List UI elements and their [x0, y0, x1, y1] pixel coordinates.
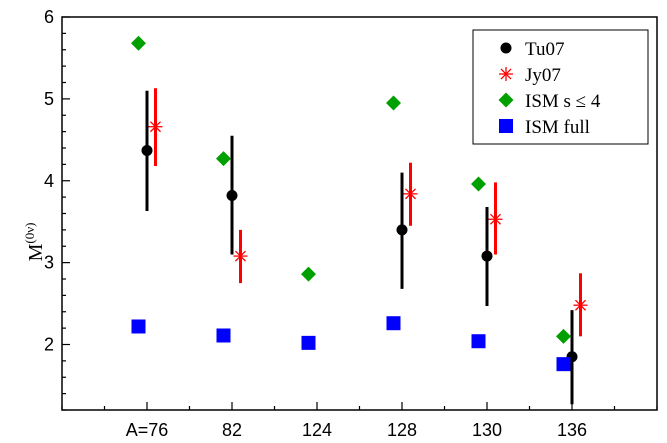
series-ism-full — [131, 316, 571, 372]
legend-item-ism-s-4: ISM s ≤ 4 — [498, 91, 601, 112]
data-point — [141, 144, 153, 156]
legend-item-ism-full: ISM full — [499, 117, 590, 138]
data-point — [233, 249, 248, 264]
data-point — [216, 151, 231, 167]
y-axis-label: M(0ν) — [22, 223, 47, 262]
data-point — [386, 95, 401, 111]
legend: Tu07 Jy07 ISM s ≤ 4 ISM full — [472, 29, 649, 145]
x-tick-label: 136 — [557, 420, 587, 440]
y-tick-label: 2 — [44, 335, 54, 355]
y-tick-label: 5 — [44, 89, 54, 109]
data-point — [386, 316, 401, 331]
legend-label: ISM s ≤ 4 — [525, 91, 601, 112]
y-tick-label: 4 — [44, 171, 54, 191]
data-point — [148, 119, 163, 134]
data-point — [471, 334, 486, 349]
x-tick-label: 82 — [222, 420, 242, 440]
data-point — [499, 119, 513, 133]
legend-label: ISM full — [525, 117, 590, 138]
x-tick-label: 128 — [387, 420, 417, 440]
data-point — [556, 357, 571, 372]
data-point — [216, 328, 231, 343]
data-point — [403, 186, 418, 201]
data-point — [226, 189, 238, 201]
data-point — [481, 250, 493, 262]
y-axis-label-main: M — [25, 243, 47, 261]
data-point — [471, 176, 486, 192]
y-tick-label: 3 — [44, 253, 54, 273]
data-point — [131, 35, 146, 51]
series-tu07 — [141, 90, 578, 405]
x-axis: A=76 82 124 128 130 136 — [61, 402, 658, 440]
data-point — [573, 298, 588, 313]
data-point — [301, 335, 316, 350]
data-point — [499, 67, 513, 81]
series-jy07 — [148, 88, 588, 337]
data-point — [498, 92, 514, 108]
data-point — [488, 212, 503, 227]
data-point — [131, 319, 146, 334]
data-point — [556, 328, 571, 344]
legend-item-jy07: Jy07 — [499, 65, 561, 86]
data-point — [301, 266, 316, 282]
x-tick-label: 124 — [302, 420, 332, 440]
legend-label: Jy07 — [525, 65, 561, 86]
y-axis-label-sup: (0ν) — [22, 223, 37, 244]
data-point — [500, 42, 512, 54]
data-point — [396, 224, 408, 236]
x-tick-label: 130 — [472, 420, 502, 440]
legend-item-tu07: Tu07 — [500, 39, 564, 60]
legend-label: Tu07 — [525, 39, 564, 60]
y-tick-label: 6 — [44, 7, 54, 27]
series-layer — [131, 35, 588, 405]
y-axis: 2 3 4 5 6 — [44, 7, 70, 411]
series-ism-s-4 — [131, 35, 571, 344]
x-tick-label: A=76 — [126, 420, 169, 440]
